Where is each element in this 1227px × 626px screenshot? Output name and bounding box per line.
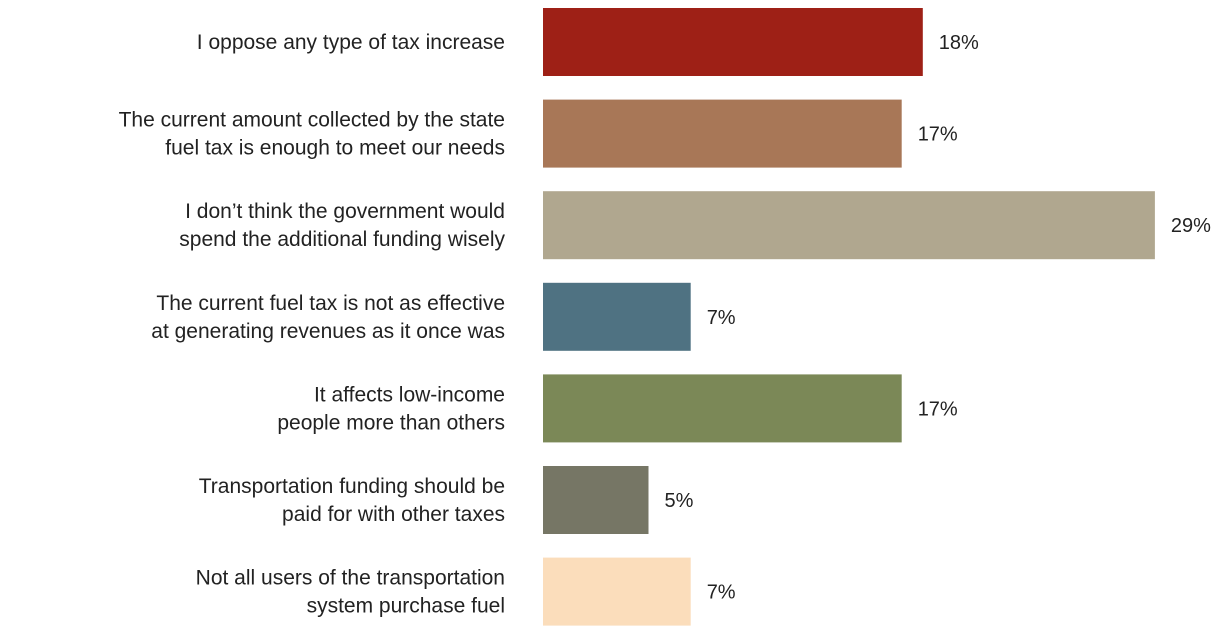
value-label-1: 18% xyxy=(939,32,979,54)
value-label-6: 5% xyxy=(665,490,694,512)
category-label-2: The current amount collected by the stat… xyxy=(119,109,505,160)
category-label-line: people more than others xyxy=(277,411,505,434)
bar-5 xyxy=(543,374,902,443)
value-label-7: 7% xyxy=(707,582,736,604)
bar-7 xyxy=(543,557,691,626)
category-labels-layer: I oppose any type of tax increase The cur… xyxy=(119,31,506,618)
category-label-line: paid for with other taxes xyxy=(282,503,505,526)
category-label-line: at generating revenues as it once was xyxy=(151,320,505,343)
bar-2 xyxy=(543,99,902,168)
bar-1 xyxy=(543,8,923,76)
category-label-5: It affects low-income people more than ot… xyxy=(277,383,505,434)
category-label-line: I oppose any type of tax increase xyxy=(197,31,505,54)
value-label-2: 17% xyxy=(918,124,958,146)
value-label-4: 7% xyxy=(707,307,736,329)
category-label-line: system purchase fuel xyxy=(307,595,505,618)
category-label-line: Transportation funding should be xyxy=(199,475,505,498)
category-label-3: I don’t think the government would spend … xyxy=(179,200,505,251)
category-label-4: The current fuel tax is not as effective… xyxy=(151,292,505,343)
category-label-7: Not all users of the transportation syste… xyxy=(196,567,505,618)
bars-layer xyxy=(543,8,1155,626)
value-label-5: 17% xyxy=(918,398,958,420)
category-label-line: I don’t think the government would xyxy=(185,200,505,223)
category-label-line: spend the additional funding wisely xyxy=(179,228,505,251)
category-label-line: fuel tax is enough to meet our needs xyxy=(165,137,505,160)
category-label-line: The current fuel tax is not as effective xyxy=(156,292,505,315)
category-label-line: The current amount collected by the stat… xyxy=(119,109,505,132)
value-label-3: 29% xyxy=(1171,215,1211,237)
category-label-6: Transportation funding should be paid for… xyxy=(199,475,505,526)
bar-4 xyxy=(543,282,691,351)
category-label-1: I oppose any type of tax increase xyxy=(197,31,505,54)
value-labels-layer: 18% 17% 29% 7% 17% 5% 7% xyxy=(665,32,1212,604)
bar-6 xyxy=(543,466,649,534)
category-label-line: It affects low-income xyxy=(314,383,505,406)
category-label-line: Not all users of the transportation xyxy=(196,567,505,590)
bar-3 xyxy=(543,191,1155,260)
